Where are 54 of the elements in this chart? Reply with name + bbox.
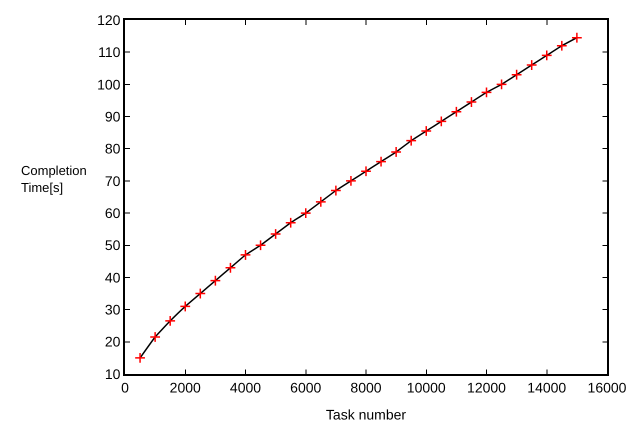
y-tick-label: 60 (104, 204, 121, 221)
x-tick-label: 16000 (588, 380, 627, 396)
point (254, 240, 266, 251)
y-tick-label: 120 (97, 12, 121, 28)
point (270, 228, 282, 240)
point (240, 249, 252, 261)
point (541, 50, 552, 62)
y-tick-label: 80 (104, 140, 121, 157)
point (210, 275, 222, 286)
point (149, 331, 161, 343)
point (466, 96, 478, 108)
point (300, 207, 312, 219)
point (180, 300, 191, 312)
point (315, 196, 326, 208)
point (436, 116, 447, 128)
x-tick-label: 6000 (290, 380, 322, 396)
point (134, 352, 146, 364)
point (390, 146, 402, 158)
y-tick-label: 50 (104, 237, 121, 254)
point (480, 86, 492, 98)
y-tick-label: 110 (98, 44, 121, 60)
point (285, 217, 296, 228)
x-tick-label: 2000 (170, 380, 202, 396)
y-tick-label: 40 (104, 269, 121, 286)
point (526, 59, 538, 71)
x-tick-label: 12000 (467, 380, 506, 396)
y-tick-label: 30 (104, 302, 121, 318)
point (194, 288, 206, 300)
point (330, 184, 342, 196)
y-tick-label: 70 (104, 172, 121, 189)
point (360, 166, 372, 177)
y-axis-title: Completion Time[s] (21, 163, 87, 195)
point (420, 125, 432, 137)
point (556, 40, 568, 52)
point (375, 156, 387, 168)
y-tick-label: 10 (104, 366, 121, 382)
x-axis-title: Task number (326, 406, 406, 422)
x-tick-label: 14000 (527, 380, 566, 396)
y-tick-label: 90 (104, 108, 121, 124)
point (496, 78, 508, 90)
point (345, 175, 357, 187)
x-tick-label: 8000 (350, 380, 382, 396)
point (571, 32, 583, 44)
y-tick-label: 20 (104, 334, 121, 350)
x-tick-label: 10000 (406, 380, 446, 396)
y-tick-label: 100 (97, 76, 121, 92)
point (510, 69, 522, 80)
line-series (139, 36, 578, 359)
point (450, 106, 462, 118)
x-tick-label: 4000 (230, 380, 262, 396)
point (224, 262, 236, 274)
point (164, 315, 176, 327)
x-tick-label: 0 (121, 380, 130, 396)
point (406, 135, 417, 146)
